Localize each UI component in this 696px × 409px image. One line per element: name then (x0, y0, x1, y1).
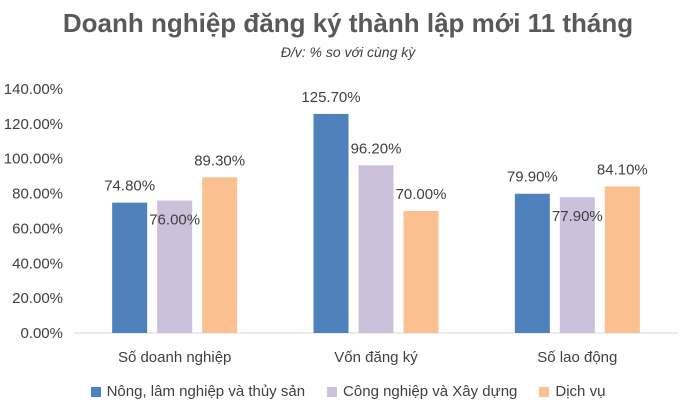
legend-swatch (90, 386, 101, 397)
legend-label: Nông, lâm nghiệp và thủy sản (106, 383, 306, 400)
legend-item: Công nghiệp và Xây dựng (327, 383, 517, 400)
bar (514, 193, 550, 333)
data-label: 125.70% (301, 89, 360, 106)
y-tick-label: 20.00% (12, 290, 63, 307)
y-tick-label: 0.00% (20, 325, 63, 342)
data-label: 96.20% (351, 140, 402, 157)
data-label: 70.00% (396, 186, 447, 203)
bar (403, 211, 439, 333)
bar (358, 165, 394, 333)
data-label: 76.00% (149, 212, 200, 229)
x-category-label: Vốn đăng ký (334, 349, 418, 366)
data-label: 84.10% (597, 161, 648, 178)
x-category-label: Số doanh nghiệp (118, 349, 231, 366)
legend-label: Công nghiệp và Xây dựng (343, 383, 518, 400)
legend-label: Dịch vụ (555, 383, 606, 400)
legend-swatch (327, 386, 338, 397)
bar (604, 186, 640, 333)
data-label: 79.90% (507, 169, 558, 186)
x-category-label: Số lao động (537, 349, 617, 366)
legend-swatch (539, 386, 550, 397)
y-tick-label: 140.00% (4, 81, 63, 98)
bar (559, 197, 595, 333)
chart-title: Doanh nghiệp đăng ký thành lập mới 11 th… (62, 8, 634, 38)
legend-item: Nông, lâm nghiệp và thủy sản (90, 383, 306, 400)
data-label: 89.30% (194, 152, 245, 169)
y-tick-label: 80.00% (12, 186, 63, 203)
data-label: 77.90% (552, 208, 603, 225)
y-tick-label: 100.00% (4, 151, 63, 168)
chart-subtitle: Đ/v: % so với cùng kỳ (280, 44, 416, 60)
y-tick-label: 120.00% (4, 116, 63, 133)
bar (313, 113, 349, 334)
bar (112, 202, 148, 333)
y-tick-label: 40.00% (12, 255, 63, 272)
bar (202, 177, 238, 333)
data-label: 74.80% (104, 178, 155, 195)
y-tick-label: 60.00% (12, 220, 63, 237)
legend: Nông, lâm nghiệp và thủy sản Công nghiệp … (0, 383, 696, 400)
legend-item: Dịch vụ (539, 383, 605, 400)
bar (157, 200, 193, 333)
